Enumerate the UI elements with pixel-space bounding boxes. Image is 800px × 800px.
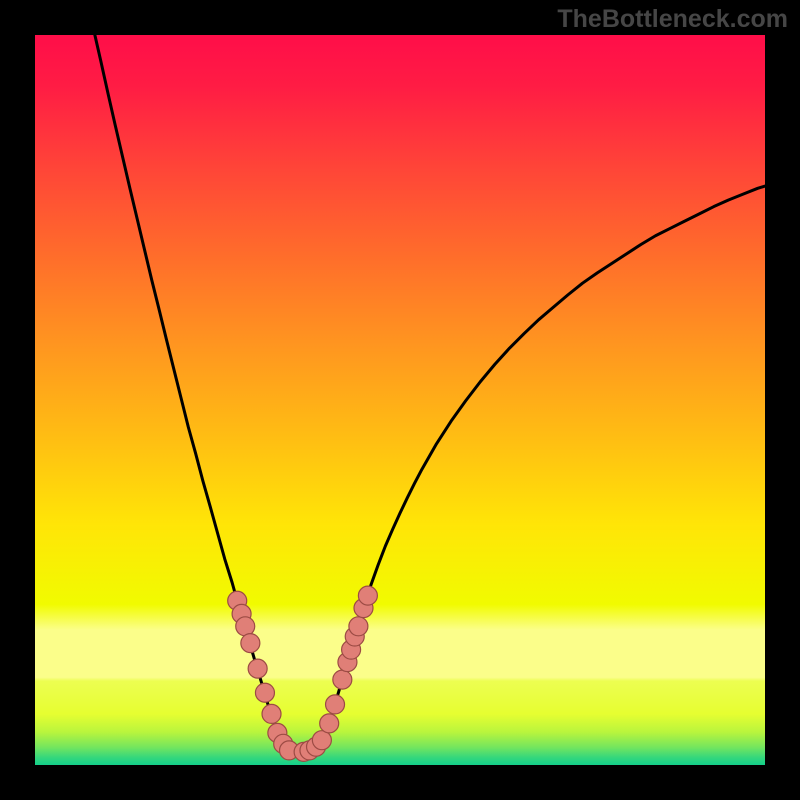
data-marker: [255, 683, 274, 702]
chart-plot-area: [35, 35, 765, 765]
data-marker: [320, 714, 339, 733]
data-marker: [326, 695, 345, 714]
watermark-text: TheBottleneck.com: [557, 5, 788, 34]
data-marker: [312, 731, 331, 750]
data-marker: [262, 704, 281, 723]
data-marker: [241, 634, 260, 653]
data-marker: [358, 586, 377, 605]
chart-svg-layer: [35, 35, 765, 765]
chart-frame: TheBottleneck.com: [0, 0, 800, 800]
data-marker: [333, 670, 352, 689]
data-marker: [248, 659, 267, 678]
data-marker: [236, 617, 255, 636]
bottleneck-curve: [95, 35, 765, 752]
data-marker: [349, 617, 368, 636]
